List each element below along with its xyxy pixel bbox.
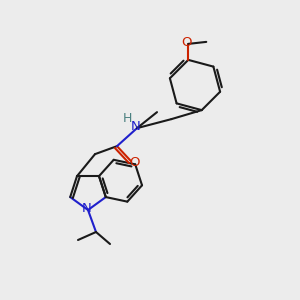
Text: N: N <box>82 202 92 214</box>
Text: N: N <box>131 120 141 133</box>
Text: O: O <box>130 156 140 169</box>
Text: O: O <box>181 36 191 50</box>
Text: H: H <box>122 112 132 124</box>
